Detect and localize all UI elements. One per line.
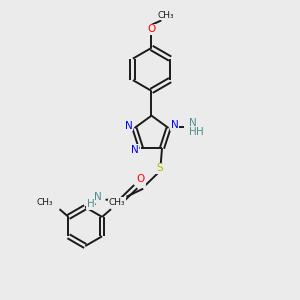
Text: N: N (124, 121, 132, 131)
Text: CH₃: CH₃ (109, 198, 125, 207)
Text: O: O (137, 174, 145, 184)
Text: N: N (171, 120, 178, 130)
Text: O: O (147, 24, 156, 34)
Text: CH₃: CH₃ (158, 11, 174, 20)
Text: N: N (130, 145, 138, 154)
Text: N: N (188, 118, 196, 128)
Text: N: N (94, 192, 102, 202)
Text: H: H (196, 127, 204, 137)
Text: S: S (156, 164, 163, 173)
Text: CH₃: CH₃ (37, 198, 53, 207)
Text: H: H (87, 199, 94, 209)
Text: H: H (188, 127, 196, 137)
